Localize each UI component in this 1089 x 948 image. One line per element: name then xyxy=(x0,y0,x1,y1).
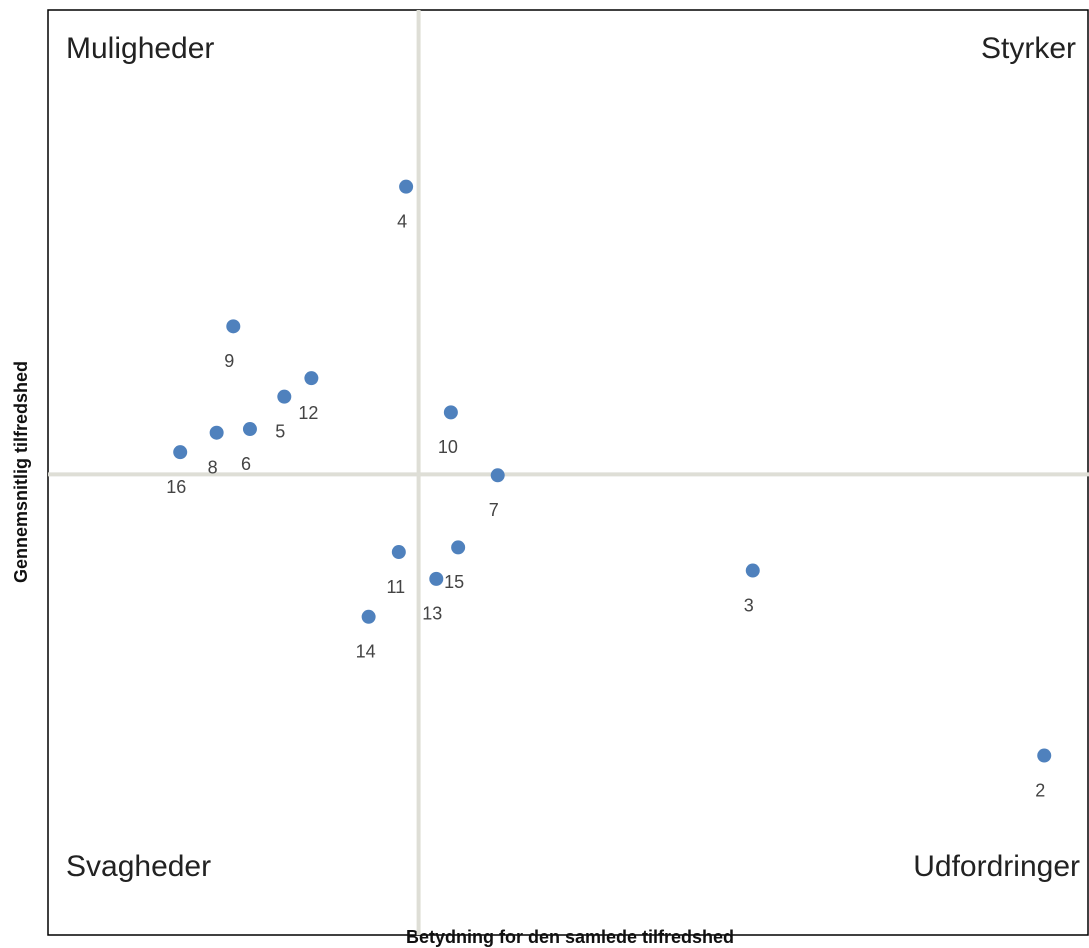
point xyxy=(399,179,414,194)
point-label: 12 xyxy=(298,403,318,423)
point xyxy=(242,422,257,437)
point-label: 6 xyxy=(241,454,251,474)
point-label: 3 xyxy=(744,595,754,615)
point xyxy=(361,609,376,624)
quadrant-label: Svagheder xyxy=(66,850,211,883)
point-label: 7 xyxy=(489,500,499,520)
point-label: 15 xyxy=(444,572,464,592)
y-axis-title: Gennemsnitlig tilfredshed xyxy=(11,361,31,583)
quadrant-label: Udfordringer xyxy=(913,850,1080,883)
point-label: 8 xyxy=(208,457,218,477)
quadrant-label: Styrker xyxy=(981,32,1076,65)
point-label: 11 xyxy=(386,577,405,597)
point-label: 4 xyxy=(397,211,407,231)
point-label: 10 xyxy=(438,437,458,457)
point xyxy=(490,468,505,483)
point-label: 14 xyxy=(356,642,376,662)
point-label: 16 xyxy=(166,477,186,497)
point-label: 9 xyxy=(224,351,234,371)
point xyxy=(451,540,466,555)
point xyxy=(429,571,444,586)
point xyxy=(209,425,224,440)
point xyxy=(304,371,319,386)
point-label: 13 xyxy=(422,604,442,624)
point-label: 2 xyxy=(1035,780,1045,800)
quadrant-label: Muligheder xyxy=(66,32,214,65)
point xyxy=(391,545,406,560)
x-axis-title: Betydning for den samlede tilfredshed xyxy=(406,927,734,947)
point-label: 5 xyxy=(275,421,285,441)
point xyxy=(226,319,241,334)
point xyxy=(277,389,292,404)
point xyxy=(173,445,188,460)
point xyxy=(1037,748,1052,763)
point xyxy=(745,563,760,578)
point xyxy=(443,405,458,420)
